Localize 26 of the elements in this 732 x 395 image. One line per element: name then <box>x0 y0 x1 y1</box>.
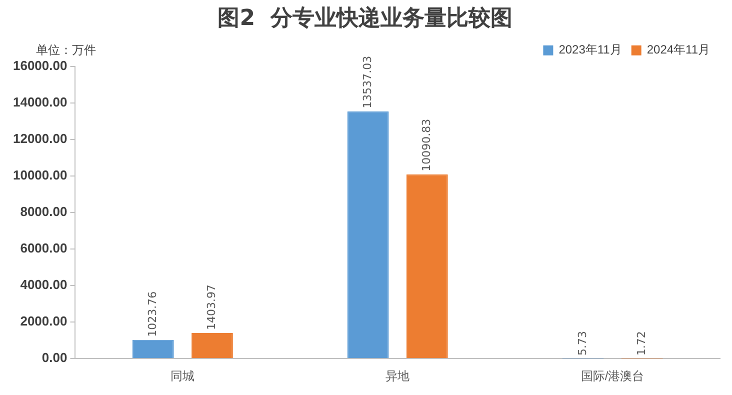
y-tick-label: 6000.00 <box>20 240 68 256</box>
x-tick-label: 同城 <box>170 369 195 384</box>
x-tick-label: 国际/港澳台 <box>580 369 644 384</box>
data-label: 10090.83 <box>420 118 434 172</box>
bar <box>347 111 389 358</box>
y-tick-label: 10000.00 <box>12 168 68 183</box>
data-label: 1403.97 <box>205 284 218 330</box>
y-tick-label: 14000.00 <box>12 94 68 110</box>
y-tick-label: 8000.00 <box>20 204 68 220</box>
y-tick-label: 2000.00 <box>20 314 68 329</box>
x-tick-label: 异地 <box>386 369 410 384</box>
bar <box>132 340 174 358</box>
data-label: 5.73 <box>576 330 589 356</box>
data-label: 13537.03 <box>360 56 374 108</box>
legend-label: 2024年11月 <box>646 42 710 57</box>
text: 单位：万件 <box>36 42 96 59</box>
y-tick-label: 12000.00 <box>12 131 68 146</box>
legend-label: 2023年11月 <box>558 42 622 57</box>
bar <box>192 332 233 358</box>
chart-title: 图2 分专业快递业务量比较图 <box>218 4 512 31</box>
bar <box>406 174 448 358</box>
y-tick-label: 4000.00 <box>20 277 68 292</box>
data-label: 1023.76 <box>146 291 159 337</box>
data-label: 1.72 <box>634 331 648 356</box>
y-tick-label: 16000.00 <box>12 58 68 73</box>
y-tick-label: 0.00 <box>42 350 68 366</box>
